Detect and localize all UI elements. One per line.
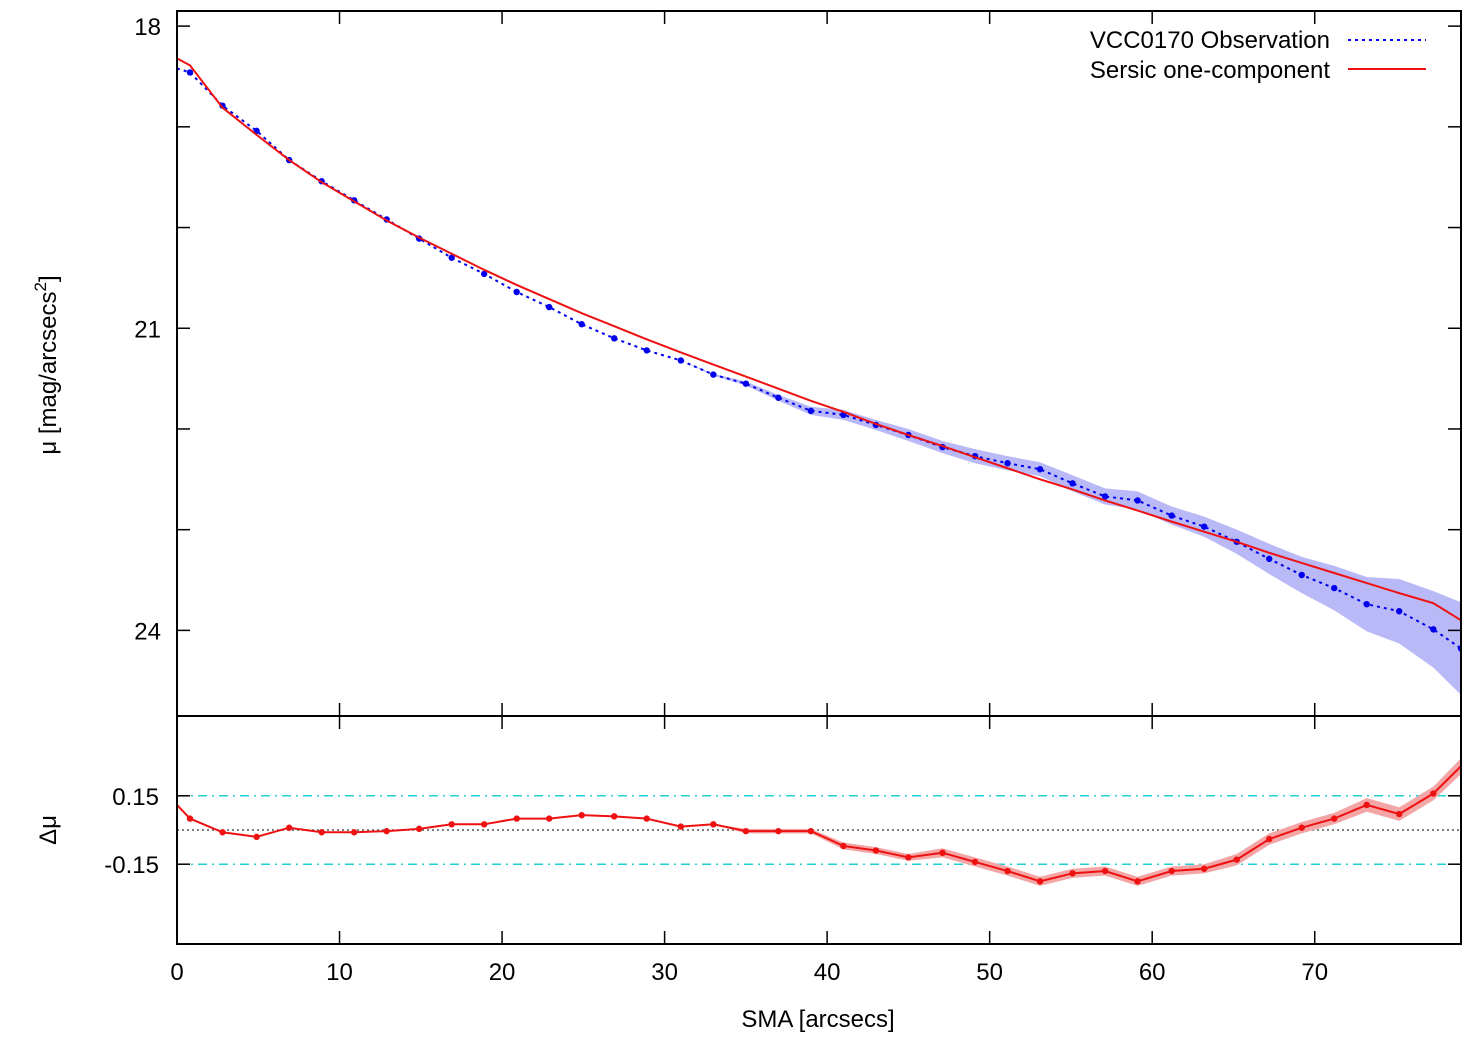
residual-point xyxy=(1134,878,1141,885)
observation-point xyxy=(1298,571,1305,579)
residual-error-band xyxy=(177,758,1461,886)
observation-point xyxy=(1004,460,1011,467)
residual-point xyxy=(611,813,618,820)
residual-point xyxy=(1430,790,1437,797)
legend-label-observation: VCC0170 Observation xyxy=(1090,27,1330,54)
observation-point xyxy=(1134,497,1141,504)
observation-point xyxy=(1331,584,1338,592)
residual-point xyxy=(318,829,325,836)
bottom-plot-area xyxy=(177,758,1461,886)
observation-point xyxy=(807,407,815,415)
residual-point xyxy=(1331,815,1338,822)
residual-point xyxy=(1266,835,1273,843)
residual-point xyxy=(1036,878,1044,885)
residual-point xyxy=(545,815,553,822)
residual-point xyxy=(219,829,226,836)
observation-error-band xyxy=(177,68,1461,695)
bottom-panel-frame xyxy=(176,715,1462,945)
observation-point xyxy=(1101,493,1109,500)
residual-point xyxy=(1396,810,1403,818)
bottom-panel: 0.15 -0.15 0 10 20 30 40 50 60 70 xyxy=(104,715,1462,986)
observation-point xyxy=(742,380,750,387)
top-y-axis-label-close: ] xyxy=(35,275,62,282)
observation-point xyxy=(448,254,455,261)
observation-point xyxy=(1266,555,1273,563)
residual-point xyxy=(872,847,880,854)
residual-point xyxy=(513,815,520,822)
top-panel-frame xyxy=(176,10,1462,717)
observation-point xyxy=(1363,601,1370,608)
residual-point xyxy=(1004,867,1011,875)
observation-point xyxy=(1036,466,1044,473)
top-y-tick-label: 18 xyxy=(134,14,161,41)
residual-point xyxy=(1069,870,1076,877)
observation-point xyxy=(578,321,585,328)
residual-point xyxy=(350,829,358,836)
bottom-y-axis-label: Δμ xyxy=(35,815,62,845)
top-panel: 18 21 24 xyxy=(134,10,1462,717)
observation-point xyxy=(677,357,685,364)
residual-point xyxy=(1201,865,1208,872)
top-y-axis-label-superscript: 2 xyxy=(31,282,50,291)
residual-point xyxy=(1298,824,1305,831)
x-tick-label: 0 xyxy=(170,959,183,986)
top-y-axis-label-text: μ [mag/arcsecs xyxy=(35,291,62,454)
residual-point xyxy=(905,854,912,861)
residual-point xyxy=(677,823,685,830)
residual-point xyxy=(383,827,390,835)
observation-point xyxy=(710,371,717,378)
x-tick-label: 60 xyxy=(1139,959,1166,986)
residual-point xyxy=(643,815,650,822)
observation-point xyxy=(1168,512,1175,519)
observation-point xyxy=(775,394,782,401)
observation-point xyxy=(1201,523,1208,530)
observation-point xyxy=(1069,480,1076,487)
legend: VCC0170 Observation Sersic one-component xyxy=(1090,27,1426,84)
residual-point xyxy=(971,858,979,866)
residual-point xyxy=(578,811,585,819)
observation-point xyxy=(643,347,650,354)
bottom-y-tick-label: -0.15 xyxy=(104,852,159,879)
residual-point xyxy=(1363,801,1370,809)
residual-point xyxy=(285,824,293,831)
residual-point xyxy=(186,815,194,822)
sersic-model-line xyxy=(177,57,1461,622)
residual-point xyxy=(742,827,750,835)
observation-point xyxy=(480,270,488,278)
observation-point xyxy=(611,335,618,342)
residual-point xyxy=(840,842,847,850)
observation-point xyxy=(545,303,553,311)
x-tick-label: 20 xyxy=(489,959,516,986)
legend-label-model: Sersic one-component xyxy=(1090,57,1330,84)
residual-point xyxy=(415,825,423,833)
x-tick-label: 70 xyxy=(1301,959,1328,986)
x-tick-label: 40 xyxy=(814,959,841,986)
x-tick-label: 50 xyxy=(976,959,1003,986)
top-y-tick-label: 24 xyxy=(134,618,161,645)
x-tick-label: 30 xyxy=(651,959,678,986)
top-y-tick-label: 21 xyxy=(134,316,161,343)
top-y-axis-label: μ [mag/arcsecs2] xyxy=(31,275,62,454)
bottom-y-tick-label: 0.15 xyxy=(112,784,159,811)
residual-point xyxy=(253,833,260,841)
residual-point xyxy=(939,849,946,856)
top-plot-area xyxy=(177,57,1461,695)
residual-point xyxy=(775,827,782,835)
residual-point xyxy=(1233,856,1240,863)
residual-point xyxy=(480,821,488,828)
x-tick-label: 10 xyxy=(326,959,353,986)
residual-point xyxy=(807,827,815,835)
observation-point xyxy=(186,69,194,76)
x-axis-label: SMA [arcsecs] xyxy=(741,1006,894,1033)
observation-point xyxy=(1430,626,1437,633)
observation-point xyxy=(1396,608,1403,615)
residual-point xyxy=(1101,867,1109,875)
residual-point xyxy=(448,821,455,828)
observation-point xyxy=(513,288,520,296)
residual-point xyxy=(1168,867,1175,875)
residual-point xyxy=(710,821,717,828)
